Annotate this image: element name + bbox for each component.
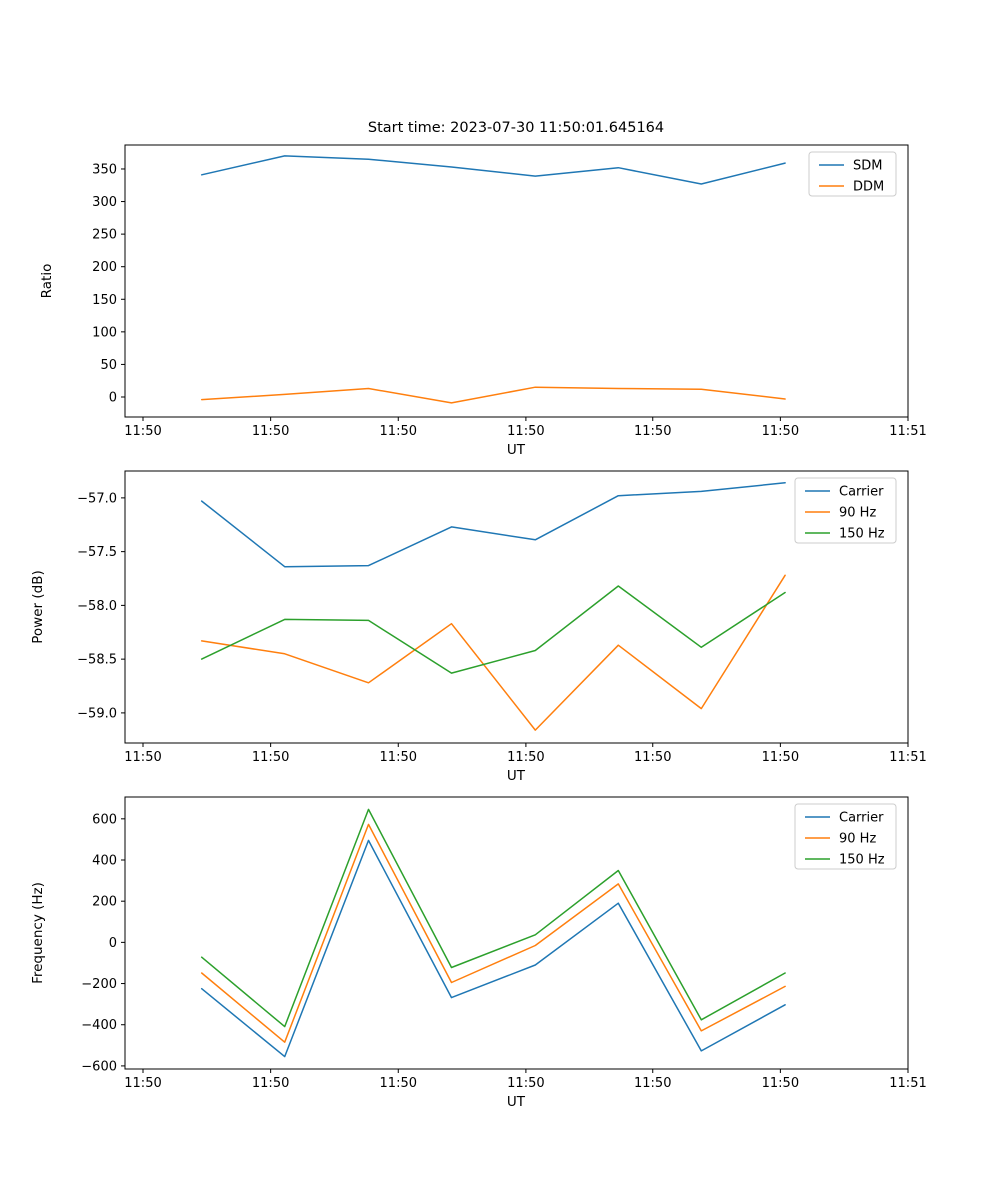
- y-tick-label: −58.0: [77, 599, 117, 614]
- x-tick-label: 11:50: [507, 424, 544, 439]
- y-tick-label: 0: [109, 936, 117, 951]
- legend-label-150-hz: 150 Hz: [839, 853, 885, 868]
- legend-item-sdm: SDM: [819, 159, 882, 174]
- legend-box: [808, 151, 897, 197]
- legend-item-90-hz: 90 Hz: [805, 506, 876, 521]
- legend: SDM DDM: [808, 151, 897, 197]
- legend: Carrier 90 Hz 150 Hz: [794, 477, 897, 544]
- y-tick-label: −57.0: [77, 491, 117, 506]
- y-tick-label: 300: [92, 195, 117, 210]
- legend-item-150-hz: 150 Hz: [805, 527, 885, 542]
- x-axis-label-ut-3: UT: [506, 1094, 526, 1110]
- y-tick-label: −57.5: [77, 545, 117, 560]
- y-tick-label: 0: [109, 390, 117, 405]
- x-tick-label: 11:50: [252, 750, 289, 765]
- y-tick-label: 200: [92, 260, 117, 275]
- legend-item-carrier: Carrier: [805, 485, 884, 500]
- plot-border: [124, 796, 909, 1070]
- plot-area-power: −57.0 −57.5 −58.0 −58.5 −59.0 11:50 11:50 11:50…: [77, 470, 927, 765]
- subplot-frequency: 600 400 200 0 −200 −400 −600 11:50 11:50 11:50 11:…: [0, 789, 1000, 1115]
- y-tick-label: 600: [92, 812, 117, 827]
- x-axis-label-ut-2: UT: [506, 768, 526, 784]
- y-tick-label: 350: [92, 162, 117, 177]
- series-line-sdm: [200, 155, 786, 185]
- x-tick-label: 11:50: [252, 424, 289, 439]
- y-tick-label: 150: [92, 293, 117, 308]
- y-axis-label-power: Power (dB): [30, 570, 46, 644]
- x-tick-label: 11:50: [124, 750, 161, 765]
- legend-item-ddm: DDM: [819, 180, 884, 195]
- y-tick-label: 200: [92, 895, 117, 910]
- series-line-150-hz: [200, 585, 786, 674]
- legend-item-90-hz: 90 Hz: [805, 832, 876, 847]
- x-tick-label: 11:50: [507, 750, 544, 765]
- y-axis-label-ratio: Ratio: [39, 263, 55, 299]
- x-tick-label: 11:50: [634, 1076, 671, 1091]
- y-tick-label: −200: [81, 977, 117, 992]
- subplot-power: −57.0 −57.5 −58.0 −58.5 −59.0 11:50 11:50 11:50…: [0, 463, 1000, 789]
- legend-item-150-hz: 150 Hz: [805, 853, 885, 868]
- series-line-90-hz: [200, 574, 786, 731]
- y-tick-label: 400: [92, 854, 117, 869]
- legend-label-carrier: Carrier: [839, 485, 884, 500]
- legend-label-90-hz: 90 Hz: [839, 832, 876, 847]
- y-tick-label: −59.0: [77, 706, 117, 721]
- plot-border: [124, 144, 909, 418]
- series-line-90-hz: [200, 823, 786, 1043]
- legend-box: [794, 803, 897, 870]
- x-tick-label: 11:50: [507, 1076, 544, 1091]
- y-tick-label: −58.5: [77, 653, 117, 668]
- plot-area-ratio: 0 50 100 150 200 250 300 350 11:50 11:50 11:50 11:5…: [92, 144, 927, 439]
- x-tick-label: 11:50: [762, 750, 799, 765]
- series-line-150-hz: [200, 808, 786, 1028]
- x-tick-label: 11:50: [634, 424, 671, 439]
- x-tick-label: 11:50: [380, 1076, 417, 1091]
- y-axis-label-frequency: Frequency (Hz): [30, 882, 46, 984]
- x-tick-label: 11:50: [634, 750, 671, 765]
- x-tick-label: 11:50: [380, 424, 417, 439]
- y-tick-label: −400: [81, 1018, 117, 1033]
- legend-box: [794, 477, 897, 544]
- x-axis-label-ut-1: UT: [506, 442, 526, 458]
- figure-title: Start time: 2023-07-30 11:50:01.645164: [367, 120, 665, 136]
- x-tick-label: 11:50: [124, 1076, 161, 1091]
- legend-label-ddm: DDM: [853, 180, 884, 195]
- legend-item-carrier: Carrier: [805, 811, 884, 826]
- legend-label-sdm: SDM: [853, 159, 882, 174]
- x-tick-label: 11:50: [762, 424, 799, 439]
- legend-label-carrier: Carrier: [839, 811, 884, 826]
- y-tick-label: 250: [92, 228, 117, 243]
- y-tick-label: −600: [81, 1059, 117, 1074]
- series-line-carrier: [200, 839, 786, 1058]
- legend: Carrier 90 Hz 150 Hz: [794, 803, 897, 870]
- y-tick-label: 100: [92, 325, 117, 340]
- x-tick-label: 11:50: [124, 424, 161, 439]
- x-tick-label: 11:51: [889, 424, 926, 439]
- legend-label-90-hz: 90 Hz: [839, 506, 876, 521]
- x-tick-label: 11:50: [380, 750, 417, 765]
- x-tick-label: 11:51: [889, 1076, 926, 1091]
- series-line-carrier: [200, 482, 786, 568]
- subplot-ratio: 0 50 100 150 200 250 300 350 11:50 11:50 11:50 11:5…: [0, 137, 1000, 463]
- x-tick-label: 11:50: [762, 1076, 799, 1091]
- legend-label-150-hz: 150 Hz: [839, 527, 885, 542]
- x-tick-label: 11:50: [252, 1076, 289, 1091]
- plot-area-frequency: 600 400 200 0 −200 −400 −600 11:50 11:50 11:50 11:…: [81, 796, 927, 1091]
- series-line-ddm: [200, 386, 786, 404]
- plot-border: [124, 470, 909, 744]
- x-tick-label: 11:51: [889, 750, 926, 765]
- y-tick-label: 50: [100, 358, 117, 373]
